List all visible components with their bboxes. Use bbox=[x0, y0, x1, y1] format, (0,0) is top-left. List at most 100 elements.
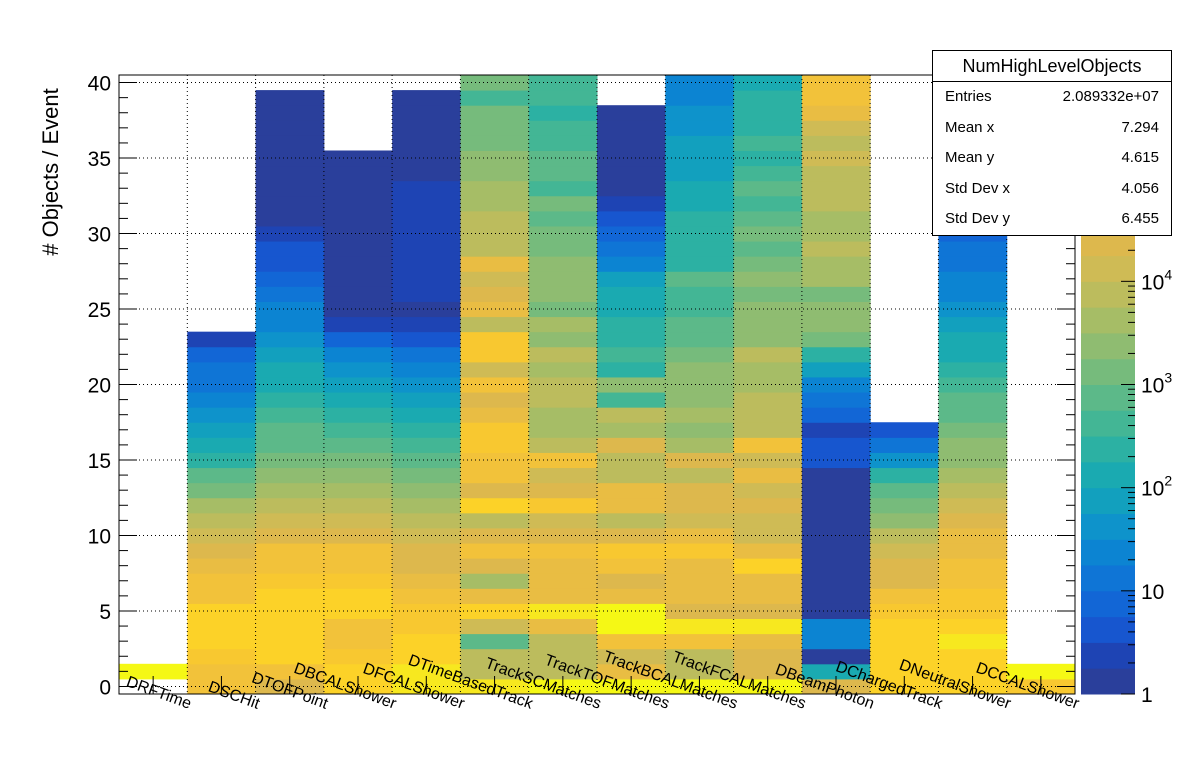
heatmap-cell bbox=[392, 588, 461, 604]
heatmap-cell bbox=[528, 467, 598, 484]
heatmap-cell bbox=[528, 331, 598, 348]
colorbar-segment bbox=[1081, 590, 1135, 618]
stats-label: Std Dev x bbox=[945, 179, 1011, 197]
heatmap-cell bbox=[323, 150, 393, 167]
heatmap-cell bbox=[733, 392, 803, 408]
colorbar-label: 102 bbox=[1141, 473, 1172, 501]
heatmap-cell bbox=[187, 482, 257, 499]
heatmap-cell bbox=[392, 512, 461, 529]
heatmap-cell bbox=[801, 648, 871, 665]
stats-row-entries: Entries 2.089332e+07 bbox=[933, 82, 1171, 113]
heatmap-cell bbox=[255, 271, 325, 287]
heatmap-cell bbox=[255, 633, 325, 665]
heatmap-cell bbox=[665, 316, 735, 333]
heatmap-cell bbox=[323, 482, 393, 499]
stats-value: 7.294 bbox=[1121, 118, 1159, 136]
heatmap-cell bbox=[323, 286, 393, 302]
heatmap-cell bbox=[733, 618, 803, 635]
heatmap-cell bbox=[597, 467, 666, 484]
heatmap-cell bbox=[870, 588, 939, 604]
heatmap-cell bbox=[597, 271, 666, 287]
colorbar-segment bbox=[1081, 332, 1135, 360]
heatmap-cell bbox=[528, 422, 598, 438]
colorbar-segment bbox=[1081, 513, 1135, 540]
heatmap-cell bbox=[938, 588, 1008, 604]
y-tick-label: 0 bbox=[99, 676, 111, 699]
heatmap-cell bbox=[460, 331, 530, 363]
heatmap-cell bbox=[323, 543, 393, 574]
heatmap-cell bbox=[870, 603, 939, 620]
heatmap-cell bbox=[392, 573, 461, 589]
heatmap-cell bbox=[255, 225, 325, 242]
heatmap-cell bbox=[733, 346, 803, 363]
heatmap-cells bbox=[119, 75, 1076, 695]
heatmap-cell bbox=[665, 437, 735, 453]
heatmap-cell bbox=[528, 165, 598, 182]
heatmap-cell bbox=[187, 603, 257, 620]
heatmap-cell bbox=[597, 512, 666, 529]
heatmap-cell bbox=[801, 120, 871, 136]
heatmap-cell bbox=[255, 241, 325, 257]
heatmap-cell bbox=[801, 75, 871, 91]
heatmap-cell bbox=[392, 346, 461, 363]
heatmap-cell bbox=[528, 120, 598, 136]
heatmap-cell bbox=[801, 210, 871, 227]
heatmap-cell bbox=[255, 588, 325, 620]
heatmap-cell bbox=[392, 482, 461, 499]
heatmap-cell bbox=[187, 346, 257, 363]
colorbar-segment bbox=[1081, 410, 1135, 437]
heatmap-cell bbox=[255, 392, 325, 408]
heatmap-cell bbox=[597, 497, 666, 514]
y-tick-label: 35 bbox=[88, 148, 111, 171]
heatmap-cell bbox=[801, 225, 871, 242]
heatmap-cell bbox=[665, 331, 735, 348]
heatmap-cell bbox=[597, 165, 666, 182]
heatmap-cell bbox=[665, 256, 735, 272]
heatmap-cell bbox=[392, 407, 461, 423]
heatmap-cell bbox=[255, 437, 325, 453]
heatmap-cell bbox=[665, 180, 735, 197]
heatmap-cell bbox=[665, 648, 735, 680]
heatmap-cell bbox=[323, 376, 393, 393]
heatmap-cell bbox=[528, 573, 598, 589]
heatmap-cell bbox=[870, 573, 939, 589]
heatmap-cell bbox=[801, 603, 871, 620]
heatmap-cell bbox=[597, 241, 666, 257]
heatmap-cell bbox=[255, 331, 325, 348]
heatmap-cell bbox=[460, 392, 530, 408]
heatmap-cell bbox=[665, 543, 735, 559]
heatmap-cell bbox=[665, 558, 735, 574]
heatmap-cell bbox=[733, 90, 803, 106]
colorbar-segment bbox=[1081, 358, 1135, 385]
heatmap-cell bbox=[597, 437, 666, 453]
heatmap-cell bbox=[528, 195, 598, 212]
heatmap-cell bbox=[665, 497, 735, 514]
heatmap-cell bbox=[255, 105, 325, 121]
heatmap-cell bbox=[255, 663, 325, 680]
heatmap-cell bbox=[870, 512, 939, 529]
y-axis-label: # Objects / Event bbox=[38, 88, 63, 256]
heatmap-cell bbox=[733, 648, 803, 680]
stats-box: NumHighLevelObjects Entries 2.089332e+07… bbox=[932, 50, 1172, 236]
heatmap-cell bbox=[801, 331, 871, 348]
heatmap-cell bbox=[938, 331, 1008, 348]
heatmap-cell bbox=[665, 135, 735, 151]
heatmap-cell bbox=[665, 361, 735, 378]
heatmap-cell bbox=[460, 180, 530, 197]
stats-label: Mean x bbox=[945, 118, 995, 136]
heatmap-cell bbox=[733, 195, 803, 212]
heatmap-cell bbox=[392, 422, 461, 438]
heatmap-cell bbox=[938, 467, 1008, 484]
heatmap-cell bbox=[255, 422, 325, 438]
heatmap-cell bbox=[597, 543, 666, 559]
heatmap-cell bbox=[801, 376, 871, 393]
heatmap-cell bbox=[528, 135, 598, 151]
heatmap-cell bbox=[528, 271, 598, 287]
x-tick-label: DRFTime bbox=[124, 674, 194, 713]
heatmap-cell bbox=[597, 618, 666, 635]
heatmap-cell bbox=[187, 437, 257, 453]
heatmap-cell bbox=[528, 437, 598, 453]
heatmap-cell bbox=[870, 422, 939, 438]
heatmap-cell bbox=[528, 512, 598, 529]
